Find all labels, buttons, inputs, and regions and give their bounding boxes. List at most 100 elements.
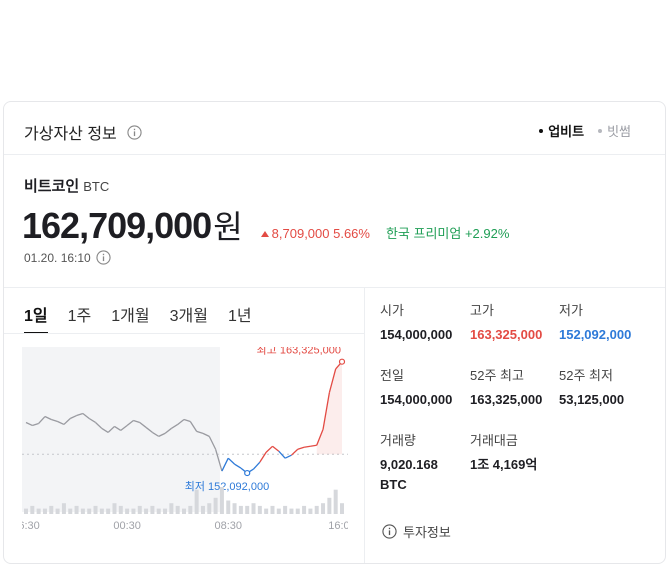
coin-symbol: BTC (83, 179, 110, 194)
stat-label: 거래대금 (470, 433, 518, 448)
volume-bar (42, 508, 47, 514)
price-segment (69, 414, 77, 420)
volume-bar (24, 508, 28, 514)
current-price: 162,709,000 (22, 205, 212, 246)
stat-prev-close: 전일 154,000,000 (380, 365, 452, 410)
invest-info-link[interactable]: 투자정보 (382, 522, 451, 541)
stat-value: 163,325,000 (470, 392, 543, 407)
volume-bar (207, 503, 212, 514)
stat-label: 저가 (559, 303, 583, 318)
price-segment (196, 430, 204, 435)
stat-value: 154,000,000 (380, 392, 453, 407)
stat-label: 거래량 (380, 433, 416, 448)
kimchi-premium: 한국 프리미엄 +2.92% (385, 226, 510, 241)
price-segment (322, 392, 331, 430)
volume-bar (251, 503, 256, 514)
price-segment (265, 445, 273, 453)
stat-value: 152,092,000 (559, 327, 632, 342)
low-point-marker (244, 469, 251, 477)
price-segment (297, 446, 305, 450)
price-segment (82, 413, 90, 420)
volume-bar (150, 505, 155, 514)
volume-bar (156, 508, 161, 514)
stat-trade-amount: 거래대금 1조 4,169억 (470, 430, 537, 475)
volume-bar (112, 503, 117, 514)
coin-name-row: 비트코인 BTC (24, 175, 109, 196)
volume-bar (144, 508, 149, 514)
price-segment (183, 418, 191, 423)
tab-underline (4, 333, 364, 334)
volume-bar (264, 508, 269, 514)
volume-bar (200, 505, 205, 514)
volume-bar (99, 508, 104, 514)
volume-bar (308, 508, 313, 514)
price-segment (208, 436, 217, 450)
price-segment (63, 418, 71, 425)
price-segment (272, 445, 280, 452)
stat-value: 154,000,000 (380, 327, 453, 342)
price-segment (234, 463, 242, 469)
info-icon[interactable] (96, 250, 111, 265)
price-segment (171, 423, 179, 429)
x-tick-label: 00:30 (113, 520, 141, 532)
period-tabs: 1일 1주 1개월 3개월 1년 (24, 302, 252, 334)
price-change-value: 8,709,000 5.66% (271, 226, 370, 241)
tab-1day[interactable]: 1일 (24, 302, 48, 334)
tab-1month[interactable]: 1개월 (111, 308, 150, 325)
volume-bar (137, 505, 142, 514)
volume-bar (213, 497, 218, 514)
card-header: 가상자산 정보 업비트 빗썸 (4, 102, 665, 155)
volume-bar (270, 505, 275, 514)
exchange-upbit[interactable]: 업비트 (539, 121, 584, 140)
high-label: 최고 163,325,000 (257, 347, 341, 357)
stat-52w-high: 52주 최고 163,325,000 (470, 365, 542, 410)
price-chart[interactable]: 최고 163,325,000 최저 152,092,000 16:30 00:30 08… (22, 347, 348, 537)
exchange-upbit-label: 업비트 (548, 124, 585, 139)
volume-bar (245, 505, 250, 514)
card-title: 가상자산 정보 (24, 126, 117, 143)
volume-bar (194, 489, 199, 514)
volume-bar (276, 508, 281, 514)
price-segment (177, 418, 185, 425)
info-icon[interactable] (127, 124, 142, 140)
stat-volume: 거래량 9,020.168 BTC (380, 430, 460, 495)
x-tick-label: 16:00 (328, 520, 348, 532)
volume-bar (87, 508, 92, 514)
volume-bar (118, 505, 123, 514)
stat-value: 163,325,000 (470, 327, 543, 342)
price-change: 8,709,000 5.66% (260, 226, 370, 241)
price-segment (158, 432, 166, 437)
timestamp-row: 01.20. 16:10 (24, 250, 111, 265)
stat-value: 53,125,000 (559, 392, 625, 407)
stat-label: 전일 (380, 368, 404, 383)
volume-bar (226, 500, 231, 514)
coin-name: 비트코인 (24, 178, 80, 195)
volume-bar (36, 508, 41, 514)
rally-fill (316, 361, 342, 455)
volume-bar (93, 505, 98, 514)
price-segment (253, 461, 261, 470)
volume-bar (302, 505, 307, 514)
price-segment (25, 421, 33, 427)
volume-bar (219, 487, 224, 514)
volume-bar (125, 508, 130, 514)
up-triangle-icon (260, 231, 269, 237)
volume-bar (314, 505, 319, 514)
tab-1week[interactable]: 1주 (67, 308, 92, 325)
exchange-bithumb[interactable]: 빗썸 (598, 121, 631, 140)
volume-bar (289, 508, 294, 514)
x-tick-label: 16:30 (22, 520, 40, 532)
divider (364, 287, 365, 563)
price-segment (227, 457, 236, 465)
volume-bar (232, 503, 237, 514)
volume-bar (131, 508, 136, 514)
tab-3month[interactable]: 3개월 (169, 308, 208, 325)
volume-bar (80, 508, 85, 514)
price-segment (278, 450, 286, 459)
volume-bar (327, 497, 332, 514)
tab-1year[interactable]: 1년 (227, 308, 252, 325)
volume-bar (30, 505, 35, 514)
volume-bar (182, 508, 186, 514)
timestamp: 01.20. 16:10 (24, 250, 91, 265)
price-segment (221, 457, 229, 472)
